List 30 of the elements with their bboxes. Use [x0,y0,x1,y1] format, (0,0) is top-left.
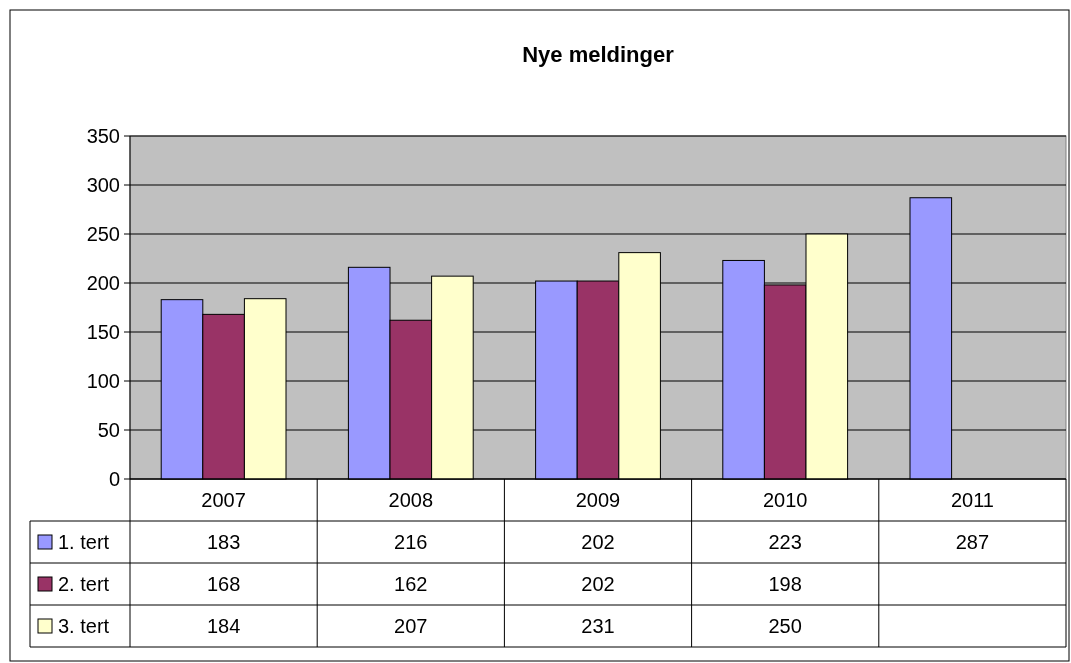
x-tick-label: 2008 [388,489,434,511]
x-tick-label: 2010 [762,489,808,511]
data-label: 207 [394,615,428,637]
data-label: 202 [581,531,615,553]
y-tick-label: 100 [86,370,120,392]
y-tick-label: 350 [86,125,120,147]
x-tick-label: 2011 [950,489,994,511]
data-label: 198 [768,573,802,595]
y-tick-label: 150 [86,321,120,343]
data-label: 162 [394,573,428,595]
data-label: 168 [206,573,241,595]
data-label: 183 [206,531,241,553]
data-label: 250 [768,615,802,637]
legend-label: 2. tert [58,573,110,595]
y-tick-label: 300 [86,174,120,196]
x-tick-label: 2009 [575,489,621,511]
y-tick-label: 200 [86,272,120,294]
data-label: 216 [394,531,428,553]
y-tick-label: 0 [108,468,120,490]
x-tick-label: 2007 [201,489,246,511]
chart-title: Nye meldinger [522,42,675,67]
data-label: 223 [768,531,802,553]
data-label: 231 [581,615,615,637]
data-label: 184 [206,615,241,637]
legend-label: 3. tert [58,615,110,637]
data-label: 202 [581,573,615,595]
legend-label: 1. tert [58,531,110,553]
y-tick-label: 250 [86,223,120,245]
y-tick-label: 50 [97,419,120,441]
data-label: 287 [955,531,990,553]
